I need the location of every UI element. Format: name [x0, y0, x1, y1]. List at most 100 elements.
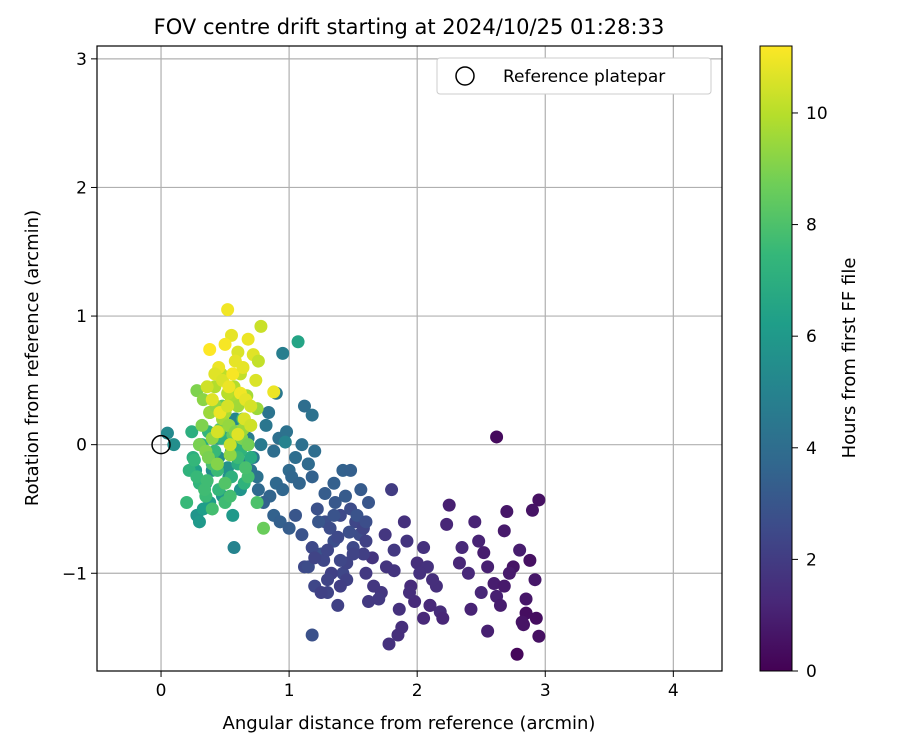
scatter-point — [525, 503, 539, 517]
scatter-points — [160, 303, 546, 661]
scatter-point — [251, 354, 265, 368]
colorbar-tick-label: 10 — [806, 104, 828, 124]
scatter-point — [241, 332, 255, 346]
scatter-point — [403, 586, 416, 600]
scatter-point — [423, 598, 437, 612]
scatter-point — [452, 556, 466, 570]
scatter-point — [250, 496, 264, 510]
scatter-point — [201, 451, 215, 465]
scatter-point — [362, 496, 376, 510]
scatter-point — [378, 528, 392, 542]
scatter-point — [224, 328, 238, 342]
colorbar-tick-label: 6 — [806, 327, 817, 347]
scatter-point — [323, 521, 337, 535]
scatter-point — [289, 451, 303, 465]
scatter-point — [227, 541, 241, 555]
scatter-point — [187, 453, 201, 467]
scatter-point — [502, 566, 516, 580]
scatter-point — [210, 425, 224, 439]
y-axis-label: Rotation from reference (arcmin) — [22, 210, 43, 506]
scatter-point — [356, 547, 370, 561]
scatter-point — [417, 611, 431, 625]
scatter-point — [362, 595, 376, 609]
scatter-point — [249, 373, 263, 387]
scatter-point — [192, 515, 206, 529]
scatter-point — [241, 438, 255, 452]
scatter-point — [328, 496, 342, 510]
scatter-point — [516, 618, 530, 632]
scatter-point — [455, 541, 469, 555]
scatter-point — [387, 543, 401, 557]
scatter-point — [510, 647, 524, 661]
scatter-point — [359, 515, 373, 529]
legend-entry-reference-platepar: Reference platepar — [503, 67, 665, 87]
scatter-point — [223, 438, 237, 452]
scatter-point — [289, 508, 303, 522]
scatter-point — [301, 457, 315, 471]
colorbar-tick-label: 0 — [806, 662, 817, 682]
scatter-point — [310, 502, 324, 516]
scatter-point — [367, 579, 381, 593]
scatter-point — [301, 560, 315, 574]
scatter-point — [244, 399, 258, 413]
scatter-point — [342, 525, 356, 539]
scatter-point — [436, 611, 450, 625]
scatter-point — [338, 489, 352, 503]
y-tick-label: 1 — [76, 307, 87, 327]
x-tick-label: 0 — [156, 681, 167, 701]
scatter-point — [273, 515, 287, 529]
scatter-point — [244, 451, 258, 465]
scatter-point — [259, 418, 273, 432]
scatter-point — [205, 393, 219, 407]
scatter-point — [474, 586, 488, 600]
scatter-point — [314, 586, 328, 600]
scatter-point — [305, 408, 319, 422]
scatter-point — [205, 502, 219, 516]
colorbar-tick-label: 4 — [806, 439, 817, 459]
scatter-point — [222, 380, 236, 394]
scatter-point — [254, 438, 268, 452]
scatter-point — [397, 515, 411, 529]
scatter-point — [500, 505, 514, 519]
scatter-point — [167, 438, 181, 452]
scatter-point — [226, 508, 240, 522]
scatter-point — [350, 508, 364, 522]
scatter-point — [282, 521, 296, 535]
scatter-point — [308, 444, 322, 458]
scatter-point — [236, 361, 250, 375]
scatter-point — [305, 541, 319, 555]
scatter-point — [519, 592, 533, 606]
x-tick-label: 2 — [412, 681, 423, 701]
scatter-point — [385, 483, 399, 497]
scatter-point — [426, 573, 440, 587]
colorbar-gradient — [759, 45, 793, 672]
scatter-point — [305, 470, 319, 484]
scatter-point — [359, 566, 373, 580]
reference-platepar-marker — [151, 434, 171, 455]
scatter-point — [346, 547, 360, 561]
scatter-point — [223, 489, 237, 503]
scatter-point — [267, 444, 281, 458]
x-tick-label: 1 — [284, 681, 295, 701]
scatter-point — [200, 474, 214, 488]
scatter-point — [440, 517, 454, 531]
scatter-point — [442, 498, 456, 512]
scatter-point — [312, 515, 326, 529]
colorbar: 0 2 4 6 8 10 Hours from first FF file — [759, 45, 860, 682]
scatter-point — [529, 611, 543, 625]
colorbar-tick-label: 2 — [806, 550, 817, 570]
scatter-point — [487, 577, 501, 591]
scatter-point — [251, 483, 265, 497]
scatter-point — [497, 524, 511, 538]
scatter-point — [481, 560, 495, 574]
scatter-point — [292, 476, 306, 490]
scatter-point — [464, 602, 478, 616]
scatter-point — [218, 476, 232, 490]
scatter-point — [321, 543, 335, 557]
scatter-point — [195, 418, 209, 432]
scatter-point — [221, 303, 235, 317]
scatter-point — [410, 556, 424, 570]
scatter-point — [327, 476, 341, 490]
scatter-point — [400, 534, 414, 548]
